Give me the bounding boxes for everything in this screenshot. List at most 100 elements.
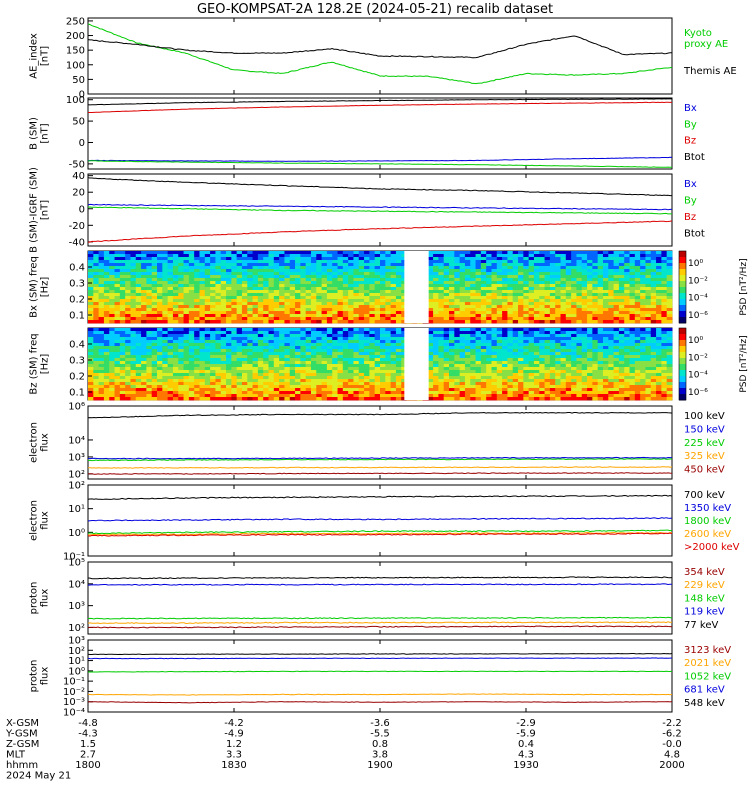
spectrogram-cell: [337, 287, 344, 291]
spectrogram-cell: [135, 278, 142, 282]
spectrogram-cell: [496, 379, 503, 383]
spectrogram-cell: [93, 328, 100, 332]
spectrogram-cell: [88, 305, 94, 309]
spectrogram-cell: [103, 299, 110, 303]
spectrogram-cell: [114, 334, 121, 338]
spectrogram-cell: [310, 281, 317, 285]
spectrogram-cell: [459, 364, 466, 368]
spectrogram-cell: [427, 364, 434, 368]
spectrogram-cell: [533, 290, 540, 294]
spectrogram-cell: [98, 257, 105, 261]
spectrogram-cell: [231, 272, 238, 276]
spectrogram-cell: [629, 278, 636, 282]
spectrogram-cell: [369, 308, 376, 312]
spectrogram-cell: [342, 296, 349, 300]
spectrogram-cell: [172, 275, 179, 279]
spectrogram-cell: [284, 337, 291, 341]
spectrogram-cell: [364, 299, 370, 303]
spectrogram-cell: [326, 388, 333, 392]
spectrogram-cell: [332, 355, 338, 359]
spectrogram-cell: [119, 260, 126, 264]
spectrogram-cell: [427, 275, 434, 279]
spectrogram-cell: [188, 370, 195, 374]
spectrogram-cell: [103, 305, 110, 309]
spectrogram-cell: [395, 397, 402, 401]
spectrogram-cell: [369, 364, 376, 368]
spectrogram-cell: [220, 382, 227, 386]
spectrogram-cell: [279, 320, 285, 324]
spectrogram-cell: [571, 340, 577, 344]
spectrogram-cell: [295, 367, 301, 371]
spectrogram-cell: [220, 397, 227, 401]
spectrogram-cell: [512, 302, 519, 306]
spectrogram-cell: [257, 287, 264, 291]
spectrogram-cell: [390, 272, 397, 276]
spectrogram-cell: [348, 352, 354, 356]
spectrogram-cell: [326, 337, 333, 341]
spectrogram-cell: [146, 284, 153, 288]
spectrogram-cell: [88, 284, 94, 288]
spectrogram-cell: [151, 305, 158, 309]
spectrogram-cell: [549, 305, 556, 309]
spectrogram-cell: [305, 320, 312, 324]
spectrogram-cell: [592, 257, 599, 261]
spectrogram-cell: [454, 314, 461, 318]
spectrogram-cell: [348, 367, 354, 371]
spectrogram-cell: [544, 269, 551, 273]
spectrogram-cell: [199, 364, 206, 368]
spectrogram-cell: [162, 334, 169, 338]
colorbar-swatch: [679, 269, 686, 276]
spectrogram-cell: [518, 340, 524, 344]
spectrogram-cell: [337, 367, 344, 371]
spectrogram-cell: [247, 385, 253, 389]
spectrogram-cell: [321, 358, 328, 362]
spectrogram-cell: [533, 367, 540, 371]
spectrogram-cell: [172, 367, 179, 371]
spectrogram-cell: [549, 361, 556, 365]
spectrogram-cell: [88, 308, 94, 312]
spectrogram-cell: [401, 302, 407, 306]
spectrogram-cell: [310, 346, 317, 350]
spectrogram-cell: [135, 367, 142, 371]
spectrogram-cell: [300, 251, 307, 255]
spectrogram-cell: [93, 311, 100, 315]
spectrogram-cell: [449, 314, 455, 318]
spectrogram-cell: [241, 355, 248, 359]
spectrogram-cell: [539, 340, 545, 344]
spectrogram-cell: [157, 346, 163, 350]
spectrogram-cell: [257, 346, 264, 350]
spectrogram-cell: [241, 337, 248, 341]
spectrogram-cell: [119, 394, 126, 398]
spectrogram-cell: [544, 302, 551, 306]
spectrogram-cell: [241, 308, 248, 312]
spectrogram-cell: [146, 355, 153, 359]
spectrogram-cell: [401, 376, 407, 380]
spectrogram-cell: [459, 269, 466, 273]
spectrogram-cell: [613, 284, 620, 288]
spectrogram-cell: [204, 272, 211, 276]
spectrogram-cell: [401, 281, 407, 285]
spectrogram-cell: [188, 281, 195, 285]
spectrogram-cell: [454, 331, 461, 335]
spectrogram-cell: [523, 269, 530, 273]
spectrogram-cell: [523, 254, 530, 258]
spectrogram-cell: [98, 251, 105, 255]
spectrogram-cell: [141, 314, 147, 318]
spectrogram-cell: [385, 340, 392, 344]
spectrogram-cell: [130, 331, 137, 335]
spectrogram-cell: [300, 311, 307, 315]
spectrogram-cell: [125, 290, 131, 294]
spectrogram-cell: [555, 314, 561, 318]
spectrogram-cell: [183, 251, 190, 255]
spectrogram-cell: [480, 367, 487, 371]
spectrogram-cell: [316, 251, 322, 255]
spectrogram-cell: [194, 254, 200, 258]
spectrogram-cell: [109, 266, 115, 270]
spectrogram-cell: [215, 352, 222, 356]
spectrogram-cell: [220, 275, 227, 279]
spectrogram-cell: [433, 263, 439, 267]
spectrogram-cell: [252, 397, 259, 401]
spectrogram-cell: [130, 385, 137, 389]
spectrogram-cell: [247, 331, 253, 335]
spectrogram-cell: [364, 391, 370, 395]
